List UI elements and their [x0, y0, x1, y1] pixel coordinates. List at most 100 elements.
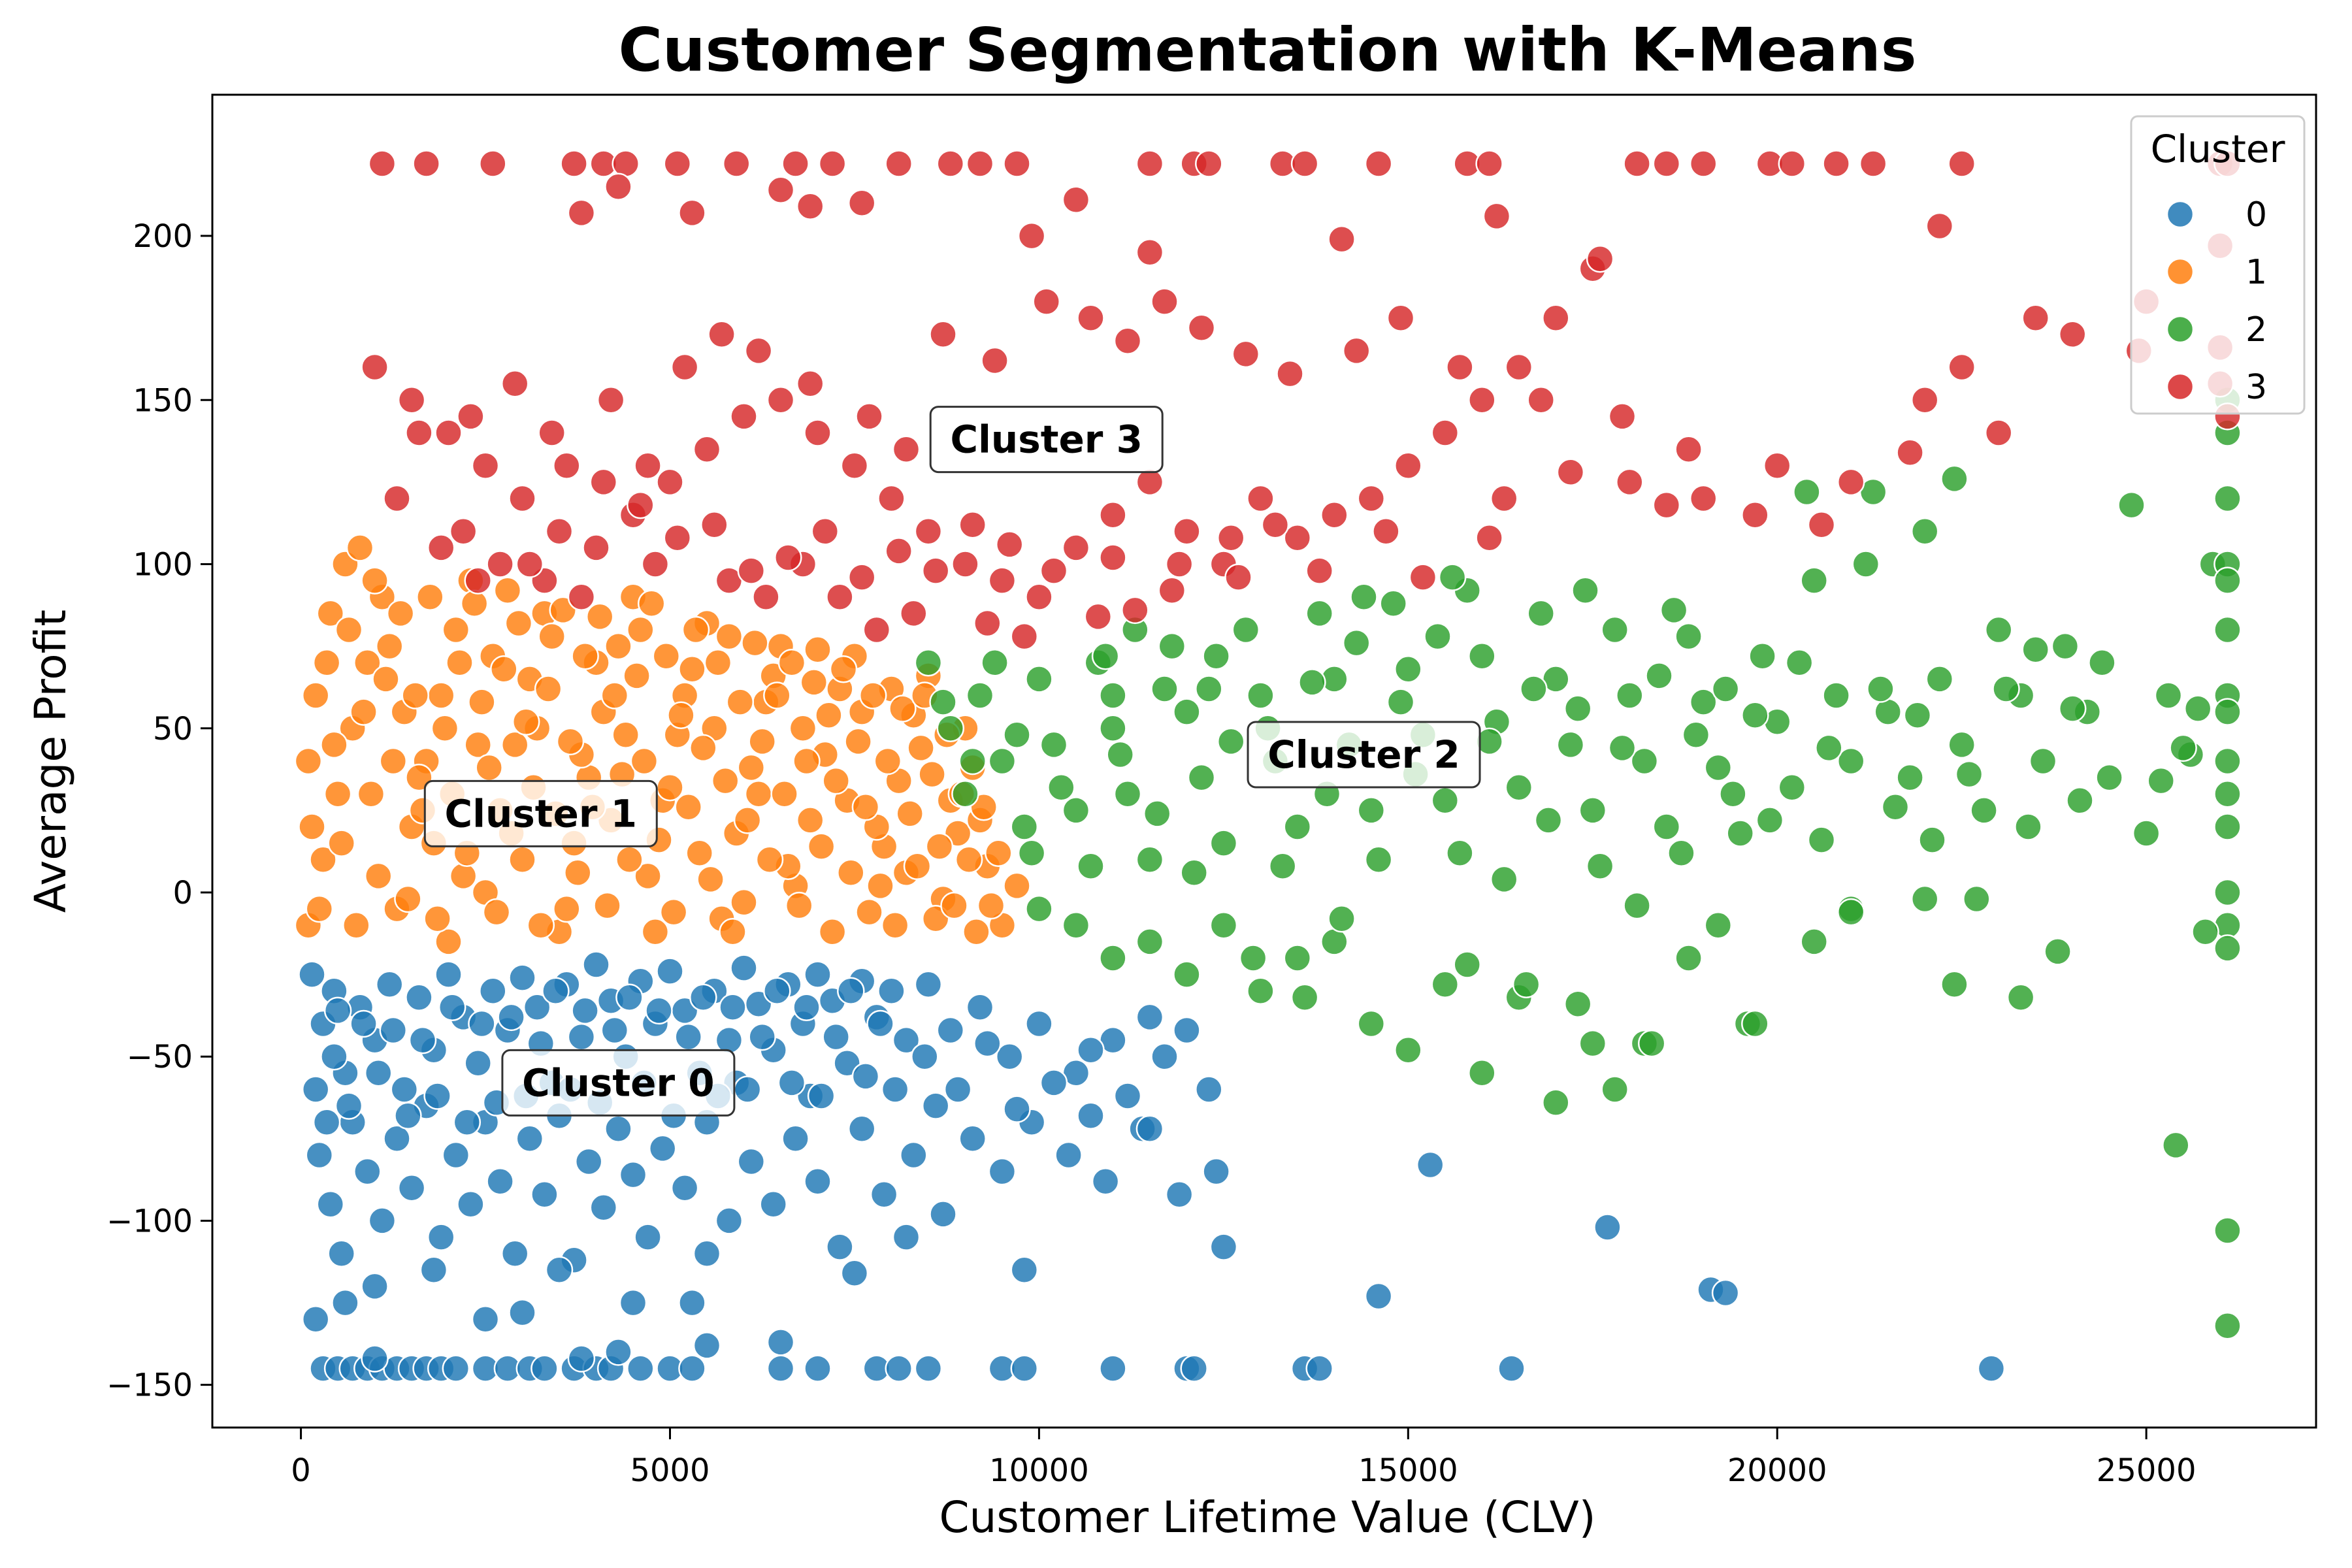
- point-cluster-0-62: [442, 1141, 470, 1169]
- point-cluster-3-52: [560, 150, 588, 178]
- point-cluster-0-93: [1091, 1167, 1120, 1196]
- point-cluster-3-162: [1165, 550, 1194, 578]
- point-cluster-1-118: [460, 589, 489, 618]
- point-cluster-0-105: [361, 1272, 389, 1301]
- point-cluster-2-78: [2213, 934, 2242, 962]
- point-cluster-2-25: [1379, 589, 1407, 618]
- point-cluster-2-53: [1896, 763, 1924, 792]
- point-cluster-1-58: [434, 928, 463, 956]
- point-cluster-2-181: [1563, 990, 1592, 1019]
- point-cluster-2-56: [1948, 730, 1976, 759]
- point-cluster-1-54: [375, 632, 404, 661]
- point-cluster-1-172: [858, 681, 887, 710]
- point-cluster-2-117: [1099, 681, 1127, 710]
- point-cluster-1-178: [903, 852, 932, 881]
- point-cluster-1-84: [818, 918, 847, 946]
- point-cluster-1-165: [807, 832, 836, 860]
- point-cluster-1-174: [874, 747, 902, 776]
- point-cluster-2-115: [1940, 465, 1968, 493]
- point-cluster-2-50: [1837, 747, 1865, 776]
- point-cluster-3-3: [471, 451, 500, 480]
- point-cluster-1-186: [962, 918, 990, 946]
- point-cluster-2-136: [1867, 675, 1895, 703]
- point-cluster-2-116: [1837, 898, 1865, 926]
- point-cluster-0-41: [892, 1026, 921, 1054]
- point-cluster-3-20: [1099, 500, 1127, 529]
- point-cluster-2-13: [1158, 632, 1186, 661]
- point-cluster-3-164: [1261, 510, 1290, 539]
- point-cluster-2-151: [1077, 852, 1105, 881]
- point-cluster-3-158: [958, 510, 987, 539]
- point-cluster-0-194: [822, 1022, 850, 1051]
- point-cluster-2-3: [966, 681, 994, 710]
- point-cluster-1-106: [372, 665, 400, 693]
- point-cluster-3-106: [1084, 602, 1113, 631]
- point-cluster-3-107: [1121, 596, 1149, 625]
- legend: Cluster 0 1 2 3: [2130, 115, 2306, 415]
- point-cluster-2-70: [2213, 484, 2242, 513]
- point-cluster-0-179: [600, 1016, 629, 1045]
- y-tick-label-7: 200: [133, 218, 193, 255]
- point-cluster-1-53: [361, 566, 389, 595]
- point-cluster-0-154: [604, 1338, 632, 1366]
- point-cluster-0-185: [689, 983, 717, 1012]
- point-cluster-2-176: [1239, 944, 1267, 972]
- point-cluster-3-82: [678, 199, 706, 227]
- point-cluster-0-182: [645, 996, 673, 1025]
- point-cluster-0-191: [777, 1069, 806, 1097]
- point-cluster-0-76: [648, 1134, 677, 1163]
- point-cluster-2-18: [1247, 681, 1275, 710]
- point-cluster-3-113: [405, 419, 433, 447]
- point-cluster-2-140: [2021, 635, 2050, 664]
- point-cluster-0-138: [1099, 1354, 1127, 1382]
- point-cluster-0-15: [508, 964, 536, 992]
- point-cluster-2-16: [1209, 829, 1238, 857]
- point-cluster-0-120: [442, 1354, 470, 1382]
- point-cluster-2-132: [1711, 675, 1740, 703]
- point-cluster-2-142: [2088, 649, 2116, 677]
- point-cluster-2-86: [1062, 911, 1090, 939]
- point-cluster-1-155: [733, 806, 762, 834]
- point-cluster-3-83: [766, 176, 795, 204]
- point-cluster-2-143: [2147, 766, 2175, 795]
- point-cluster-1-98: [312, 649, 341, 677]
- point-cluster-1-125: [512, 708, 540, 736]
- point-cluster-1-48: [1003, 872, 1031, 900]
- point-cluster-1-52: [346, 534, 374, 562]
- point-cluster-2-109: [1940, 970, 1968, 998]
- point-cluster-1-154: [726, 688, 755, 716]
- y-axis-label: Average Profit: [25, 610, 76, 913]
- point-cluster-0-149: [1593, 1213, 1622, 1241]
- point-cluster-2-8: [1062, 796, 1090, 825]
- point-cluster-2-30: [1468, 642, 1496, 670]
- point-cluster-2-158: [1364, 845, 1393, 874]
- point-cluster-0-108: [508, 1298, 536, 1327]
- x-tick-label-3: 15000: [1358, 1452, 1458, 1489]
- point-cluster-0-6: [375, 970, 404, 998]
- point-cluster-2-138: [1955, 760, 1984, 789]
- point-cluster-3-31: [1505, 353, 1533, 382]
- point-cluster-0-175: [542, 977, 570, 1005]
- point-cluster-3-88: [1135, 238, 1164, 267]
- point-cluster-0-79: [715, 1207, 743, 1235]
- point-cluster-1-122: [490, 655, 518, 683]
- x-tick-label-5: 25000: [2097, 1452, 2197, 1489]
- point-cluster-1-116: [446, 649, 474, 677]
- point-cluster-3-168: [1807, 510, 1836, 539]
- point-cluster-3-78: [1948, 150, 1976, 178]
- point-cluster-0-43: [936, 1016, 965, 1045]
- point-cluster-2-38: [1616, 681, 1644, 710]
- point-cluster-0-85: [847, 1115, 876, 1143]
- point-cluster-3-39: [1910, 386, 1939, 414]
- point-cluster-1-77: [715, 622, 743, 651]
- point-cluster-2-184: [1091, 642, 1120, 670]
- point-cluster-3-126: [981, 346, 1009, 375]
- point-cluster-3-154: [811, 517, 840, 546]
- point-cluster-0-188: [733, 1075, 762, 1103]
- point-cluster-3-152: [737, 557, 766, 585]
- point-cluster-3-49: [368, 150, 397, 178]
- point-cluster-0-157: [921, 1092, 950, 1120]
- point-cluster-3-117: [596, 386, 625, 414]
- point-cluster-3-116: [538, 419, 566, 447]
